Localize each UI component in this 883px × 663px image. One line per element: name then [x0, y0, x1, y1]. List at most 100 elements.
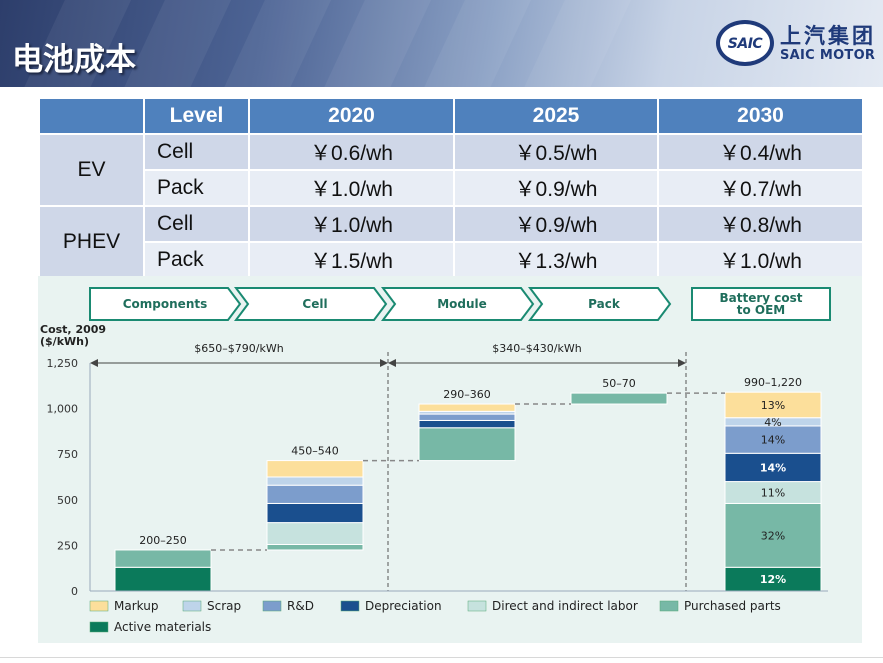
- bar-range-label: 290–360: [443, 388, 491, 401]
- bar-segment: [418, 419, 516, 429]
- span-label: $340–$430/kWh: [492, 342, 581, 355]
- chain-step-label: Battery cost: [719, 291, 802, 305]
- cost-waterfall-chart: Components Cell Module Pack Battery cost to O…: [38, 276, 862, 643]
- span-arrow-head: [678, 359, 686, 367]
- bar-segment: [724, 391, 822, 419]
- y-tick-label: 250: [57, 539, 78, 552]
- span-arrow-head: [90, 359, 98, 367]
- chain-step-box: [691, 287, 831, 321]
- header-banner: 电池成本 SAIC 上汽集团 SAIC MOTOR: [0, 0, 883, 87]
- chain-step-box: [89, 287, 242, 321]
- bar-segment: [418, 427, 516, 462]
- group-label-phev: PHEV: [38, 205, 145, 279]
- bar-range-label: 50–70: [602, 377, 636, 390]
- legend-label: R&D: [287, 599, 314, 613]
- y-axis-label: Cost, 2009: [40, 323, 106, 336]
- chain-step-box: [381, 287, 535, 321]
- table-header-2025: 2025: [453, 97, 659, 135]
- price-cell: ￥1.5/wh: [248, 241, 455, 279]
- battery-price-table: Level 2020 2025 2030 EV Cell ￥0.6/wh ￥0.…: [38, 97, 864, 279]
- table-header-blank: [38, 97, 145, 135]
- chain-step-box: [234, 287, 388, 321]
- table-header-row: Level 2020 2025 2030: [38, 97, 864, 135]
- chain-step-box: [528, 287, 672, 321]
- price-cell: ￥0.7/wh: [657, 169, 864, 207]
- chain-step-label: to OEM: [737, 303, 786, 317]
- table-header-2020: 2020: [248, 97, 455, 135]
- bar-segment: [114, 566, 212, 592]
- table-header-level: Level: [143, 97, 250, 135]
- segment-label: 14%: [761, 434, 785, 447]
- price-cell: ￥0.9/wh: [453, 169, 659, 207]
- bar-segment: [418, 413, 516, 421]
- bar-segment: [266, 502, 364, 524]
- saic-logo: SAIC 上汽集团 SAIC MOTOR: [714, 16, 879, 72]
- price-cell: ￥1.0/wh: [248, 205, 455, 243]
- legend-label: Direct and indirect labor: [492, 599, 638, 613]
- price-cell: ￥0.5/wh: [453, 133, 659, 171]
- table-row: EV Cell ￥0.6/wh ￥0.5/wh ￥0.4/wh: [38, 133, 864, 207]
- y-tick-label: 0: [71, 585, 78, 598]
- bar-segment: [418, 403, 516, 412]
- page-title: 电池成本: [12, 42, 136, 78]
- chain-step-label: Components: [123, 297, 208, 311]
- bar-segment: [266, 484, 364, 504]
- legend-swatch: [659, 600, 679, 612]
- span-arrow-head: [380, 359, 388, 367]
- legend-swatch: [467, 600, 487, 612]
- price-cell: ￥1.0/wh: [248, 169, 455, 207]
- logo-emblem: SAIC: [716, 20, 774, 66]
- price-cell: ￥0.9/wh: [453, 205, 659, 243]
- bar-segment: [724, 502, 822, 568]
- segment-label: 13%: [761, 399, 785, 412]
- legend-swatch: [182, 600, 202, 612]
- bar-segment: [570, 392, 668, 405]
- bar-segment: [266, 522, 364, 545]
- legend-swatch: [340, 600, 360, 612]
- price-cell: ￥0.8/wh: [657, 205, 864, 243]
- legend-swatch: [89, 621, 109, 633]
- row-level: Pack: [143, 169, 250, 207]
- legend-label: Active materials: [114, 620, 211, 634]
- price-cell: ￥1.0/wh: [657, 241, 864, 279]
- segment-label: 12%: [760, 573, 786, 586]
- segment-label: 32%: [761, 529, 785, 542]
- span-arrow-head: [388, 359, 396, 367]
- segment-label: 11%: [761, 487, 785, 500]
- bar-range-label: 200–250: [139, 534, 187, 547]
- y-axis-label: ($/kWh): [40, 335, 89, 348]
- legend-label: Depreciation: [365, 599, 442, 613]
- bar-segment: [724, 452, 822, 483]
- legend-swatch: [262, 600, 282, 612]
- chain-step-label: Module: [437, 297, 487, 311]
- bar-range-label: 990–1,220: [744, 376, 802, 389]
- price-cell: ￥0.4/wh: [657, 133, 864, 171]
- footer-divider: [0, 657, 883, 658]
- span-label: $650–$790/kWh: [194, 342, 283, 355]
- price-cell: ￥0.6/wh: [248, 133, 455, 171]
- legend-label: Purchased parts: [684, 599, 781, 613]
- bar-segment: [724, 425, 822, 454]
- group-label-ev: EV: [38, 133, 145, 207]
- logo-name-cn: 上汽集团: [780, 24, 876, 48]
- logo-name-en: SAIC MOTOR: [780, 48, 876, 63]
- y-tick-label: 750: [57, 448, 78, 461]
- segment-label: 4%: [764, 416, 781, 429]
- row-level: Cell: [143, 133, 250, 171]
- chain-step-label: Cell: [302, 297, 327, 311]
- legend-label: Scrap: [207, 599, 241, 613]
- bar-range-label: 450–540: [291, 445, 339, 458]
- row-level: Pack: [143, 241, 250, 279]
- chain-step-label: Pack: [588, 297, 621, 311]
- segment-label: 14%: [760, 461, 786, 474]
- table-row: Pack ￥1.0/wh ￥0.9/wh ￥0.7/wh: [39, 169, 864, 207]
- y-tick-label: 1,250: [47, 357, 79, 370]
- legend-label: Markup: [114, 599, 158, 613]
- price-cell: ￥1.3/wh: [453, 241, 659, 279]
- row-level: Cell: [143, 205, 250, 243]
- legend-swatch: [89, 600, 109, 612]
- y-tick-label: 500: [57, 494, 78, 507]
- table-header-2030: 2030: [657, 97, 864, 135]
- y-tick-label: 1,000: [47, 403, 79, 416]
